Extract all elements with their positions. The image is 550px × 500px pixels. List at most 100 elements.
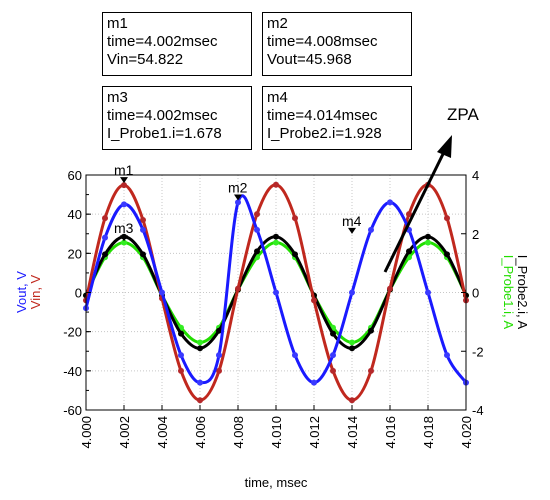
series-point-vin	[311, 297, 317, 304]
series-point-i-probe2-i	[140, 251, 146, 258]
tick-layer: 4.000 4.002 4.004 4.006 4.008 4.010 4.012 4.014…	[63, 168, 483, 449]
marker-triangle-m3	[120, 235, 128, 242]
series-point-i-probe2-i	[368, 327, 374, 334]
left-tick-label: -60	[63, 403, 82, 418]
annotation-arrow-head	[437, 135, 452, 158]
series-point-vin	[292, 215, 298, 222]
annotation-arrow-line	[383, 151, 446, 273]
series-point-i-probe2-i	[349, 345, 355, 352]
right-tick-label: -4	[472, 403, 484, 418]
series-point-vout	[273, 289, 279, 296]
marker-triangle-m1	[120, 177, 128, 184]
series-point-vin	[197, 397, 203, 404]
marker-label-m2: m2	[228, 179, 248, 195]
marker-box-time: time=4.002msec	[107, 107, 218, 124]
series-point-i-probe2-i	[444, 251, 450, 258]
marker-box-time: time=4.008msec	[267, 33, 378, 50]
marker-label-m1: m1	[114, 162, 134, 178]
marker-box-title: m4	[267, 89, 288, 106]
series-point-vout	[178, 352, 184, 359]
series-point-i-probe2-i	[197, 345, 203, 352]
left-axis-label-vin: Vin, V	[28, 274, 43, 309]
series-point-i-probe1-i	[349, 339, 355, 346]
marker-triangle-m2	[234, 194, 242, 201]
x-axis-label: time, msec	[245, 475, 308, 490]
left-tick-label: 60	[68, 168, 82, 183]
right-axis-label-iprobe2: I_Probe2.i, A	[515, 255, 530, 330]
series-point-i-probe2-i	[425, 233, 431, 240]
marker-box-m1: m1 time=4.002msec Vin=54.822	[102, 12, 252, 76]
left-tick-label: -40	[63, 364, 82, 379]
series-point-i-probe1-i	[273, 239, 279, 246]
series-point-vin	[102, 215, 108, 222]
series-point-i-probe1-i	[425, 239, 431, 246]
series-point-vout	[292, 352, 298, 359]
x-tick-label: 4.000	[79, 416, 94, 449]
marker-triangle-m4	[348, 227, 356, 234]
series-point-i-probe1-i	[197, 339, 203, 346]
right-tick-label: 4	[472, 168, 479, 183]
series-point-vin	[349, 397, 355, 404]
series-point-vout	[311, 379, 317, 386]
series-point-vout	[387, 199, 393, 206]
right-tick-label: 0	[472, 286, 479, 301]
marker-box-time: time=4.014msec	[267, 107, 378, 124]
marker-box-title: m2	[267, 15, 288, 32]
series-point-vin	[444, 215, 450, 222]
series-point-vout	[444, 352, 450, 359]
series-point-vout	[102, 234, 108, 241]
x-tick-label: 4.002	[117, 416, 132, 449]
left-tick-label: 40	[68, 207, 82, 222]
series-point-vin	[254, 211, 260, 218]
series-line-vout	[84, 194, 468, 385]
series-point-vin	[216, 367, 222, 374]
left-tick-label: 0	[75, 286, 82, 301]
series-point-vout	[140, 226, 146, 233]
series-point-i-probe2-i	[406, 248, 412, 255]
series-point-i-probe2-i	[330, 330, 336, 337]
x-tick-label: 4.016	[383, 416, 398, 449]
x-tick-label: 4.008	[231, 416, 246, 449]
series-point-vout	[235, 199, 241, 206]
marker-box-m2: m2 time=4.008msec Vout=45.968	[262, 12, 412, 76]
left-tick-label: 20	[68, 246, 82, 261]
markers-layer: m1 m2 m3 m4	[114, 162, 362, 242]
series-point-i-probe2-i	[254, 248, 260, 255]
series-point-vin	[235, 285, 241, 292]
x-tick-label: 4.020	[459, 416, 474, 449]
series-point-vout	[368, 226, 374, 233]
series-point-vout	[121, 201, 127, 208]
series-point-vout	[216, 352, 222, 359]
series-point-i-probe2-i	[216, 327, 222, 334]
marker-box-value: I_Probe1.i=1.678	[107, 125, 222, 142]
series-point-vin	[140, 217, 146, 224]
series-point-vout	[197, 379, 203, 386]
right-axis-label-iprobe1: I_Probe1.i, A	[501, 255, 516, 330]
x-tick-label: 4.014	[345, 416, 360, 449]
series-point-vout	[425, 289, 431, 296]
series-point-vin	[368, 367, 374, 374]
marker-box-title: m3	[107, 89, 128, 106]
series-point-vin	[330, 367, 336, 374]
series-point-vout	[349, 289, 355, 296]
series-point-vin	[406, 211, 412, 218]
series-point-vin	[387, 285, 393, 292]
left-axis-label-vout: Vout, V	[14, 271, 29, 313]
right-tick-label: 2	[472, 227, 479, 242]
marker-box-value: Vin=54.822	[107, 51, 184, 68]
series-point-vin	[178, 367, 184, 374]
annotation-text: ZPA	[447, 105, 479, 124]
series-point-vin	[121, 182, 127, 189]
series-point-vout	[254, 226, 260, 233]
annotation: ZPA	[383, 105, 479, 273]
series-point-vout	[159, 289, 165, 296]
series-point-i-probe1-i	[121, 239, 127, 246]
marker-box-title: m1	[107, 15, 128, 32]
marker-label-m3: m3	[114, 220, 134, 236]
marker-box-m3: m3 time=4.002msec I_Probe1.i=1.678	[102, 86, 252, 150]
series-point-i-probe2-i	[178, 330, 184, 337]
series-point-i-probe2-i	[273, 233, 279, 240]
right-tick-label: -2	[472, 344, 484, 359]
x-tick-label: 4.012	[307, 416, 322, 449]
